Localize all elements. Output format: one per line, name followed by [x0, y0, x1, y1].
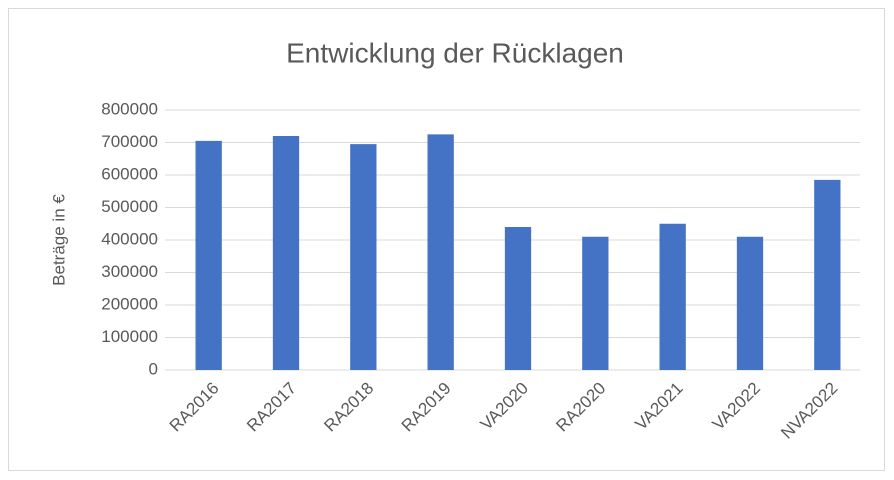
bar — [736, 236, 764, 370]
bar — [504, 227, 532, 370]
bar — [272, 136, 300, 370]
y-tick-label: 400000 — [101, 229, 158, 248]
y-tick-label: 300000 — [101, 262, 158, 281]
chart-title: Entwicklung der Rücklagen — [286, 37, 624, 68]
y-tick-label: 600000 — [101, 164, 158, 183]
bar — [659, 223, 686, 370]
y-axis-label: Beträge in € — [49, 194, 68, 286]
y-tick-label: 800000 — [101, 99, 158, 118]
bar — [195, 140, 222, 370]
y-tick-label: 0 — [149, 359, 158, 378]
bar — [427, 134, 454, 370]
bar — [814, 179, 841, 370]
bar — [582, 236, 609, 370]
bar — [350, 144, 377, 370]
y-tick-label: 700000 — [101, 132, 158, 151]
y-tick-label: 100000 — [101, 327, 158, 346]
y-tick-label: 200000 — [101, 294, 158, 313]
y-tick-label: 500000 — [101, 197, 158, 216]
